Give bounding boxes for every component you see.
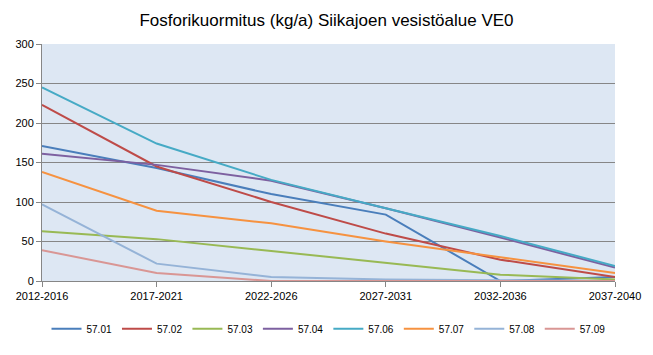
svg-text:57.09: 57.09 [580,324,605,335]
svg-text:57.01: 57.01 [87,324,112,335]
svg-text:50: 50 [22,235,34,247]
svg-text:Fosforikuormitus (kg/a) Siikaj: Fosforikuormitus (kg/a) Siikajoen vesist… [139,11,513,30]
svg-text:0: 0 [28,275,34,287]
svg-text:150: 150 [15,156,33,168]
svg-text:57.06: 57.06 [368,324,393,335]
svg-text:57.08: 57.08 [509,324,534,335]
svg-text:57.04: 57.04 [298,324,323,335]
svg-text:2037-2040: 2037-2040 [589,290,642,302]
svg-text:57.07: 57.07 [439,324,464,335]
svg-text:2022-2026: 2022-2026 [245,290,298,302]
svg-text:2017-2021: 2017-2021 [130,290,183,302]
svg-text:300: 300 [15,38,33,50]
svg-text:100: 100 [15,196,33,208]
svg-text:250: 250 [15,77,33,89]
svg-text:57.03: 57.03 [227,324,252,335]
svg-text:2012-2016: 2012-2016 [16,290,69,302]
svg-text:2027-2031: 2027-2031 [359,290,412,302]
svg-text:2032-2036: 2032-2036 [474,290,527,302]
svg-text:200: 200 [15,117,33,129]
svg-text:57.02: 57.02 [157,324,182,335]
